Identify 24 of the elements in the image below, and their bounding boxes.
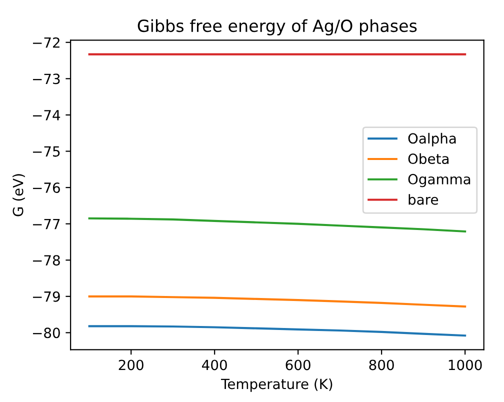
x-axis-title: Temperature (K) [220, 378, 332, 392]
chart-title: Gibbs free energy of Ag/O phases [138, 19, 417, 36]
y-tick-label: −76 [32, 182, 60, 194]
y-tick-label: −78 [32, 255, 60, 266]
y-tick-label: −79 [32, 291, 60, 302]
x-tick-label: 800 [369, 360, 394, 370]
y-tick-label: −73 [32, 74, 60, 84]
line-series [88, 325, 466, 337]
y-tick-label: −74 [32, 110, 60, 120]
legend-label: bare [408, 194, 438, 205]
y-axis-title: G (eV) [12, 174, 25, 216]
line-series [88, 217, 466, 232]
y-tick-label: −72 [32, 37, 60, 48]
legend-label: Oalpha [408, 132, 456, 146]
x-tick-label: 200 [118, 360, 144, 370]
y-tick-label: −75 [32, 146, 60, 157]
line-series [88, 295, 466, 308]
y-tick-label: −80 [32, 328, 60, 338]
y-tick-label: −77 [32, 218, 60, 230]
x-tick-label: 1000 [448, 360, 482, 370]
x-tick-label: 600 [286, 360, 310, 370]
legend-label: Obeta [408, 153, 448, 164]
x-tick-label: 400 [202, 360, 227, 370]
legend-label: Ogamma [408, 174, 470, 188]
